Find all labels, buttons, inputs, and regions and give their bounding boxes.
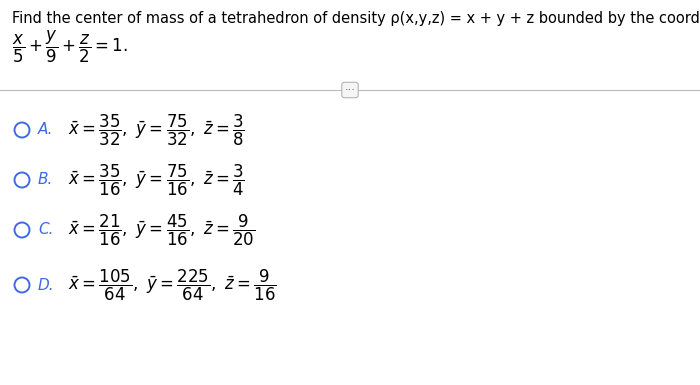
Text: $\bar{x}=\dfrac{35}{32},\ \bar{y}=\dfrac{75}{32},\ \bar{z}=\dfrac{3}{8}$: $\bar{x}=\dfrac{35}{32},\ \bar{y}=\dfrac… bbox=[68, 112, 245, 147]
Text: $\bar{x}=\dfrac{21}{16},\ \bar{y}=\dfrac{45}{16},\ \bar{z}=\dfrac{9}{20}$: $\bar{x}=\dfrac{21}{16},\ \bar{y}=\dfrac… bbox=[68, 213, 256, 248]
Text: $\bar{x}=\dfrac{35}{16},\ \bar{y}=\dfrac{75}{16},\ \bar{z}=\dfrac{3}{4}$: $\bar{x}=\dfrac{35}{16},\ \bar{y}=\dfrac… bbox=[68, 162, 245, 198]
Text: ···: ··· bbox=[344, 85, 356, 95]
Text: $\dfrac{x}{5}+\dfrac{y}{9}+\dfrac{z}{2}=1.$: $\dfrac{x}{5}+\dfrac{y}{9}+\dfrac{z}{2}=… bbox=[12, 29, 127, 65]
Text: A.: A. bbox=[38, 122, 53, 137]
Text: B.: B. bbox=[38, 172, 53, 187]
Text: C.: C. bbox=[38, 223, 53, 238]
Text: Find the center of mass of a tetrahedron of density ρ(x,y,z) = x + y + z bounded: Find the center of mass of a tetrahedron… bbox=[12, 11, 700, 26]
Text: D.: D. bbox=[38, 278, 55, 293]
Text: $\bar{x}=\dfrac{105}{64},\ \bar{y}=\dfrac{225}{64},\ \bar{z}=\dfrac{9}{16}$: $\bar{x}=\dfrac{105}{64},\ \bar{y}=\dfra… bbox=[68, 268, 276, 303]
